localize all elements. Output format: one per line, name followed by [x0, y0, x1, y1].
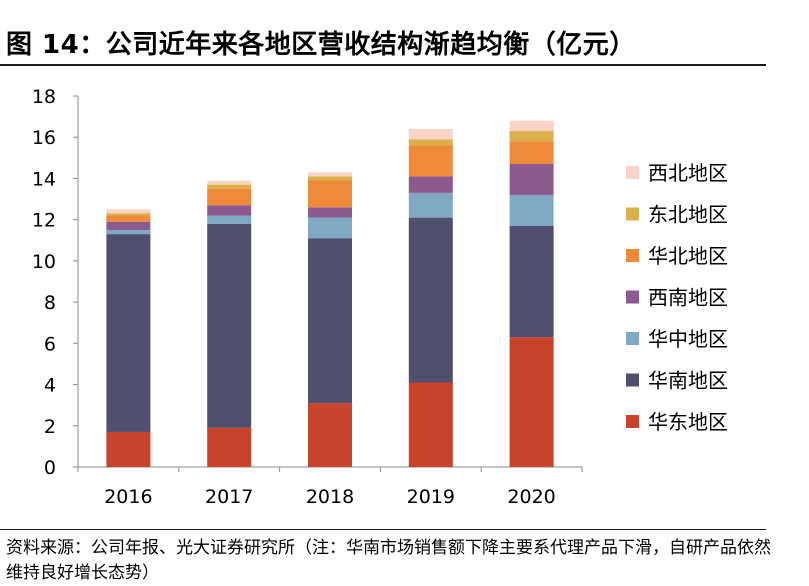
- legend-swatch: [626, 290, 639, 304]
- bar-segment-2018-西北地区: [308, 172, 352, 177]
- y-tick-label: 12: [32, 210, 56, 232]
- bar-segment-2016-西北地区: [106, 209, 151, 214]
- bar-segment-2019-西北地区: [408, 128, 453, 140]
- y-tick-label: 10: [32, 251, 56, 273]
- bar-segment-2017-东北地区: [207, 184, 252, 189]
- bar-segment-2016-华中地区: [106, 229, 151, 235]
- bar-segment-2016-华北地区: [106, 215, 151, 222]
- bar-segment-2018-华东地区: [308, 403, 352, 467]
- y-tick-label: 8: [44, 292, 56, 314]
- chart-bars: [106, 120, 554, 467]
- x-tick-label: 2019: [407, 486, 455, 508]
- stacked-bar-chart: 0 2 4 6 8 10 12 14 16 18 2016 2017 2018 2019 2020 西北地区…: [32, 86, 728, 508]
- bar-segment-2017-西北地区: [207, 180, 252, 185]
- bar-segment-2018-东北地区: [308, 176, 352, 181]
- legend-swatch: [626, 373, 639, 387]
- bar-segment-2020-华南地区: [509, 225, 554, 338]
- x-tick-label: 2017: [205, 486, 253, 508]
- figure-title: 图 14：公司近年来各地区营收结构渐趋均衡（亿元）: [6, 30, 636, 60]
- y-tick-label: 4: [44, 375, 56, 397]
- bar-segment-2019-东北地区: [408, 139, 453, 146]
- legend-swatch: [626, 207, 639, 221]
- legend-swatch: [626, 166, 639, 179]
- bar-segment-2016-东北地区: [106, 213, 151, 216]
- legend-label: 西北地区: [648, 161, 728, 185]
- bar-segment-2016-华南地区: [106, 234, 151, 432]
- legend-label: 华北地区: [648, 244, 728, 268]
- bar-segment-2018-华中地区: [308, 217, 352, 239]
- bar-segment-2019-华东地区: [408, 382, 453, 467]
- y-tick-label: 2: [44, 416, 56, 438]
- legend-swatch: [626, 332, 639, 345]
- legend-label: 华南地区: [648, 369, 728, 393]
- y-tick-label: 6: [44, 333, 56, 355]
- title-rule: [0, 64, 766, 66]
- legend-label: 西南地区: [648, 286, 728, 310]
- bar-segment-2017-华南地区: [207, 223, 252, 428]
- bar-segment-2016-西南地区: [106, 221, 151, 230]
- bar-segment-2020-西北地区: [509, 120, 554, 132]
- bar-segment-2019-西南地区: [408, 176, 453, 193]
- bar-segment-2020-华东地区: [509, 337, 554, 467]
- bar-segment-2016-华东地区: [106, 431, 151, 467]
- bar-segment-2019-华中地区: [408, 192, 453, 218]
- bar-segment-2017-西南地区: [207, 205, 252, 216]
- y-tick-label: 18: [32, 86, 56, 108]
- bar-segment-2018-西南地区: [308, 207, 352, 218]
- x-tick-label: 2018: [306, 486, 354, 508]
- x-tick-label: 2016: [104, 486, 152, 508]
- bar-segment-2017-华北地区: [207, 188, 252, 206]
- bar-segment-2019-华北地区: [408, 145, 453, 177]
- bar-segment-2020-华中地区: [509, 194, 554, 226]
- legend-label: 华中地区: [648, 327, 728, 351]
- bar-segment-2020-东北地区: [509, 131, 554, 142]
- legend-label: 华东地区: [648, 410, 728, 434]
- bar-segment-2018-华南地区: [308, 238, 352, 404]
- source-rule: [0, 529, 766, 530]
- bar-segment-2019-华南地区: [408, 217, 453, 383]
- bar-segment-2017-华中地区: [207, 215, 252, 224]
- bar-segment-2020-西南地区: [509, 164, 554, 195]
- y-tick-label: 16: [32, 127, 56, 149]
- chart-axes: 0 2 4 6 8 10 12 14 16 18 2016 2017 2018 2019 2020: [32, 86, 583, 508]
- legend-swatch: [626, 249, 639, 262]
- y-tick-label: 14: [32, 168, 56, 190]
- legend-swatch: [626, 415, 639, 428]
- bar-segment-2017-华东地区: [207, 427, 252, 467]
- y-tick-label: 0: [44, 457, 56, 479]
- legend-label: 东北地区: [648, 203, 728, 227]
- bar-segment-2020-华北地区: [509, 141, 554, 165]
- source-note: 资料来源：公司年报、光大证券研究所（注：华南市场销售额下降主要系代理产品下滑，自…: [6, 538, 771, 583]
- bar-segment-2018-华北地区: [308, 180, 352, 208]
- x-tick-label: 2020: [507, 486, 555, 508]
